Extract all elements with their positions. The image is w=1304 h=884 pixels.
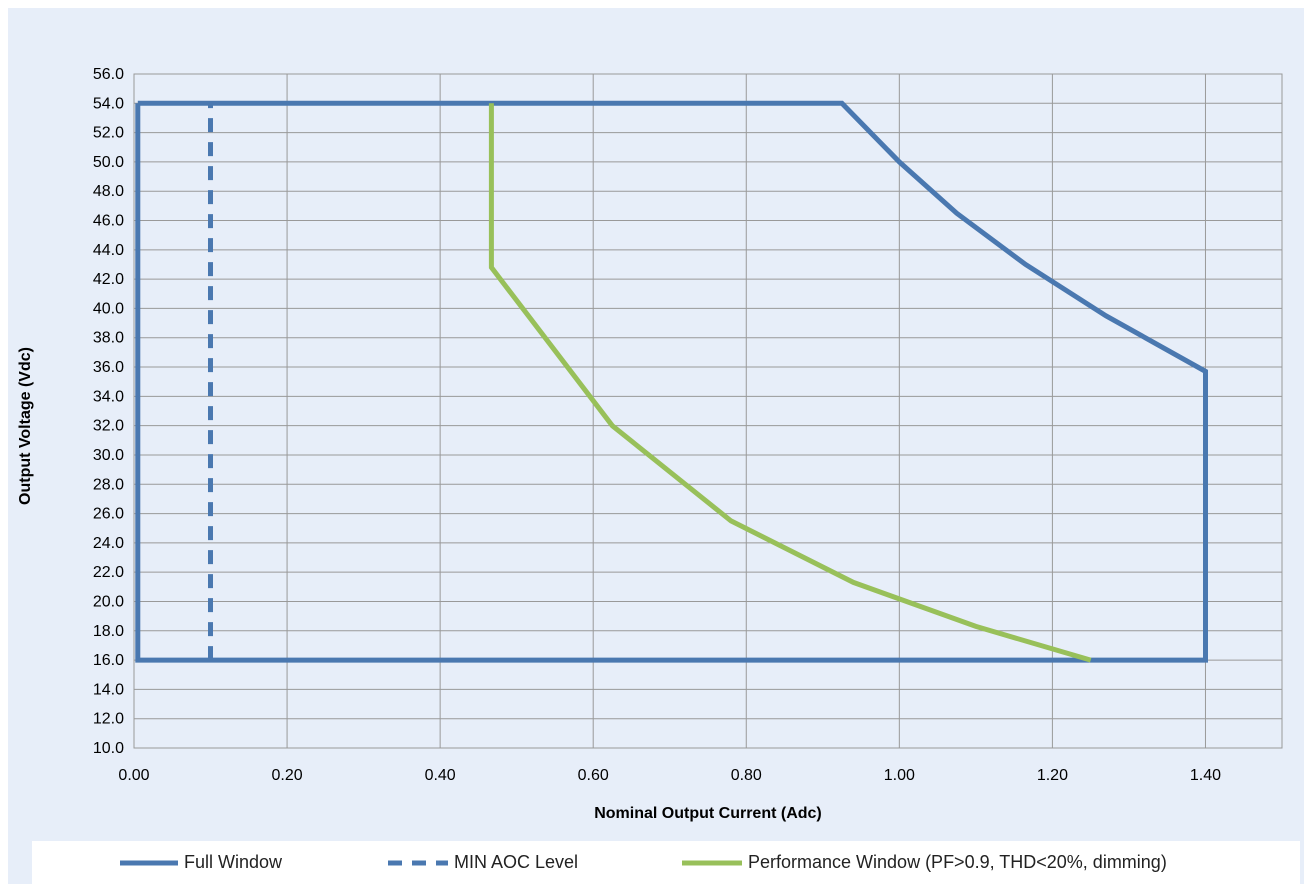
- x-tick-label: 0.60: [578, 767, 609, 784]
- y-tick-label: 38.0: [93, 330, 124, 347]
- x-tick-label: 0.20: [271, 767, 302, 784]
- y-tick-label: 28.0: [93, 476, 124, 493]
- y-tick-label: 22.0: [93, 564, 124, 581]
- y-tick-label: 40.0: [93, 300, 124, 317]
- legend-label-performance-window: Performance Window (PF>0.9, THD<20%, dim…: [748, 852, 1167, 872]
- y-tick-label: 12.0: [93, 711, 124, 728]
- y-tick-label: 46.0: [93, 213, 124, 230]
- y-tick-label: 44.0: [93, 242, 124, 259]
- legend-swatch-full-window: [120, 860, 178, 865]
- legend-item-performance-window: Performance Window (PF>0.9, THD<20%, dim…: [682, 841, 1167, 884]
- series-full-window: [135, 100, 1208, 663]
- x-tick-label: 1.20: [1037, 767, 1068, 784]
- legend-swatch-performance-window: [682, 860, 742, 865]
- x-tick-label: 1.00: [884, 767, 915, 784]
- y-tick-label: 50.0: [93, 154, 124, 171]
- legend-label-min-aoc: MIN AOC Level: [454, 852, 579, 872]
- y-tick-label: 36.0: [93, 359, 124, 376]
- chart-svg: 10.0 12.0 14.0 16.0 18.0 20.0 22.0 24.0 26.0 28.0…: [17, 66, 1283, 822]
- y-tick-label: 30.0: [93, 447, 124, 464]
- x-tick-label: 0.80: [731, 767, 762, 784]
- y-tick-label: 56.0: [93, 66, 124, 83]
- y-tick-label: 18.0: [93, 623, 124, 640]
- x-tick-label: 0.00: [118, 767, 149, 784]
- y-tick-label: 42.0: [93, 271, 124, 288]
- y-tick-label: 48.0: [93, 183, 124, 200]
- y-tick-label: 52.0: [93, 125, 124, 142]
- y-tick-label: 54.0: [93, 95, 124, 112]
- legend: Full Window MIN AOC Level Performance Wi…: [32, 841, 1300, 884]
- y-tick-label: 32.0: [93, 418, 124, 435]
- chart-container: 10.0 12.0 14.0 16.0 18.0 20.0 22.0 24.0 26.0 28.0…: [8, 8, 1304, 884]
- grid-layer: [133, 73, 1283, 749]
- legend-label-full-window: Full Window: [184, 852, 283, 872]
- y-axis-title: Output Voltage (Vdc): [17, 347, 34, 505]
- x-tick-label: 0.40: [425, 767, 456, 784]
- series-performance-window: [488, 103, 1092, 663]
- series-layer: [135, 100, 1208, 663]
- y-tick-label: 14.0: [93, 681, 124, 698]
- x-tick-label: 1.40: [1190, 767, 1221, 784]
- legend-item-min-aoc: MIN AOC Level: [388, 841, 578, 884]
- plot-area-border: [133, 73, 1283, 749]
- y-tick-label: 26.0: [93, 506, 124, 523]
- y-tick-label: 10.0: [93, 740, 124, 757]
- x-axis-title: Nominal Output Current (Adc): [594, 805, 822, 822]
- y-tick-label: 20.0: [93, 593, 124, 610]
- legend-swatch-min-aoc: [388, 860, 448, 865]
- y-tick-label: 16.0: [93, 652, 124, 669]
- y-tick-label: 24.0: [93, 535, 124, 552]
- legend-item-full-window: Full Window: [120, 841, 282, 884]
- tick-layer: 10.0 12.0 14.0 16.0 18.0 20.0 22.0 24.0 26.0 28.0…: [93, 66, 1221, 784]
- y-tick-label: 34.0: [93, 388, 124, 405]
